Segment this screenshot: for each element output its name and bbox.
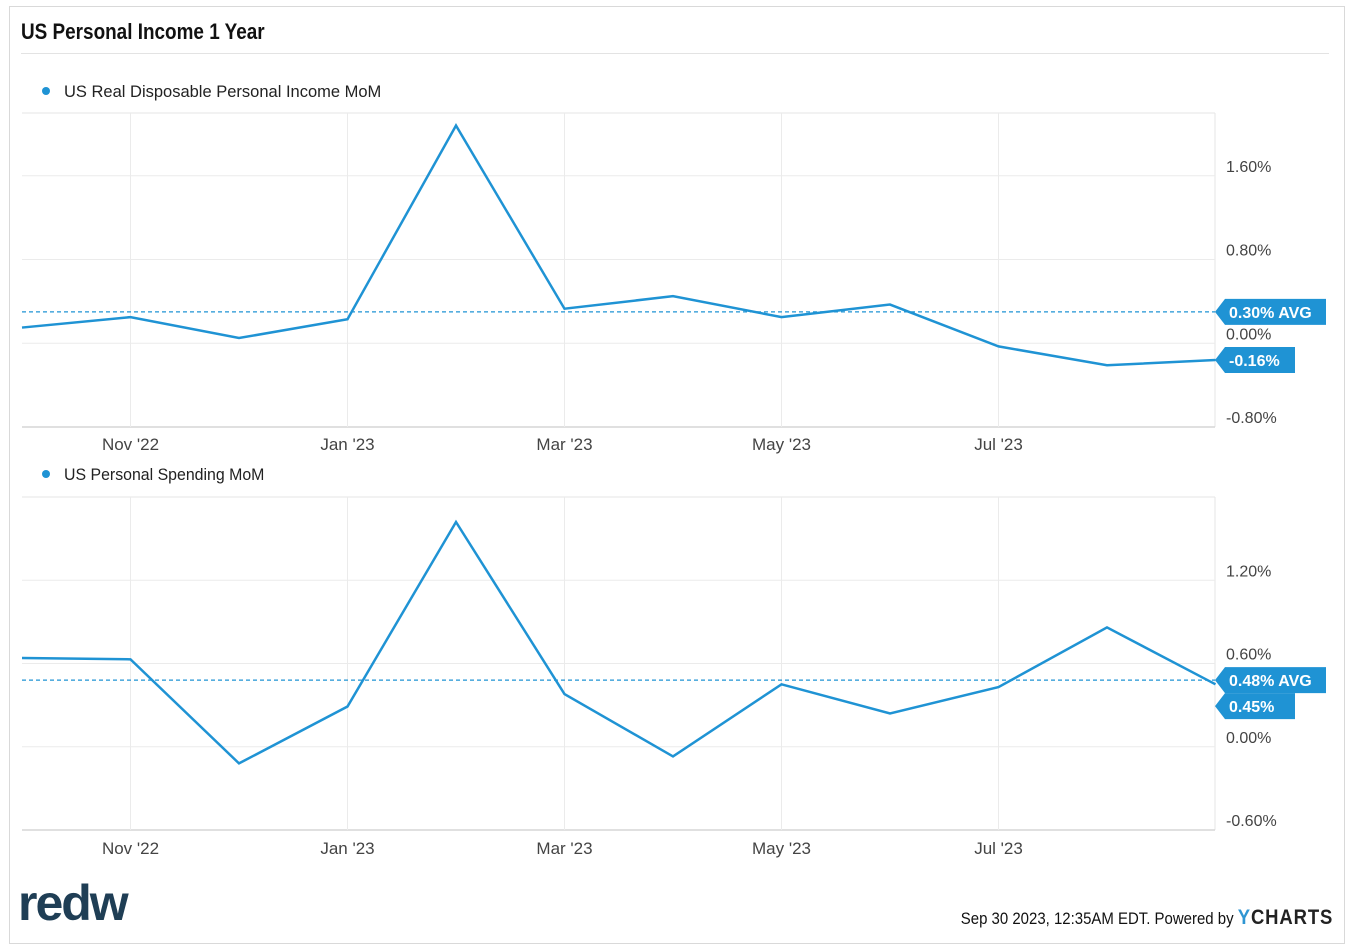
- x-tick-label: Jan '23: [320, 839, 374, 858]
- footer-date: Sep 30 2023, 12:35AM EDT. Powered by: [960, 909, 1238, 928]
- x-tick-label: Mar '23: [536, 839, 592, 858]
- y-tick-label: 0.00%: [1226, 326, 1271, 343]
- series-line: [21, 123, 1216, 367]
- ycharts-brand-rest: CHARTS: [1250, 906, 1333, 929]
- x-tick-label: Jul '23: [974, 435, 1023, 454]
- footer-credit: Sep 30 2023, 12:35AM EDT. Powered by YCH…: [961, 906, 1333, 930]
- y-tick-label: 0.60%: [1226, 647, 1271, 664]
- title-divider: [21, 53, 1329, 54]
- average-value-tag: [1215, 667, 1326, 694]
- y-tick-label: 0.80%: [1226, 243, 1271, 260]
- latest-value-label: -0.16%: [1229, 353, 1280, 370]
- chart-panel-1: US Real Disposable Personal Income MoM No…: [21, 82, 1326, 454]
- x-tick-label: May '23: [752, 839, 811, 858]
- y-tick-label: 1.20%: [1226, 563, 1271, 580]
- chart-frame: [9, 6, 1345, 944]
- average-value-label: 0.48% AVG: [1229, 673, 1312, 690]
- redw-logo: redw: [18, 875, 129, 931]
- series-line: [21, 519, 1217, 765]
- latest-value-label: 0.45%: [1229, 699, 1274, 716]
- chart-panel-2: US Personal Spending MoM Nov '22 Jan '23 Ma…: [21, 465, 1326, 858]
- x-tick-label: Jan '23: [320, 435, 374, 454]
- y-tick-label: 0.00%: [1226, 730, 1271, 747]
- chart-title: US Personal Income 1 Year: [21, 19, 265, 44]
- x-tick-label: May '23: [752, 435, 811, 454]
- ycharts-brand[interactable]: YCHARTS: [1238, 906, 1333, 929]
- legend-marker: [42, 87, 50, 95]
- latest-value-tag: [1215, 693, 1295, 720]
- average-value-tag: [1215, 298, 1326, 325]
- y-tick-label: -0.60%: [1226, 813, 1277, 830]
- x-tick-label: Jul '23: [974, 839, 1023, 858]
- x-tick-label: Mar '23: [536, 435, 592, 454]
- y-tick-label: -0.80%: [1226, 410, 1277, 427]
- average-value-label: 0.30% AVG: [1229, 305, 1312, 322]
- x-tick-label: Nov '22: [102, 839, 159, 858]
- latest-value-tag: [1215, 347, 1295, 374]
- y-tick-label: 1.60%: [1226, 159, 1271, 176]
- legend-label: US Personal Spending MoM: [64, 465, 264, 484]
- ycharts-brand-y: Y: [1237, 906, 1251, 929]
- x-tick-label: Nov '22: [102, 435, 159, 454]
- legend-marker: [42, 470, 50, 478]
- legend-label: US Real Disposable Personal Income MoM: [64, 82, 381, 101]
